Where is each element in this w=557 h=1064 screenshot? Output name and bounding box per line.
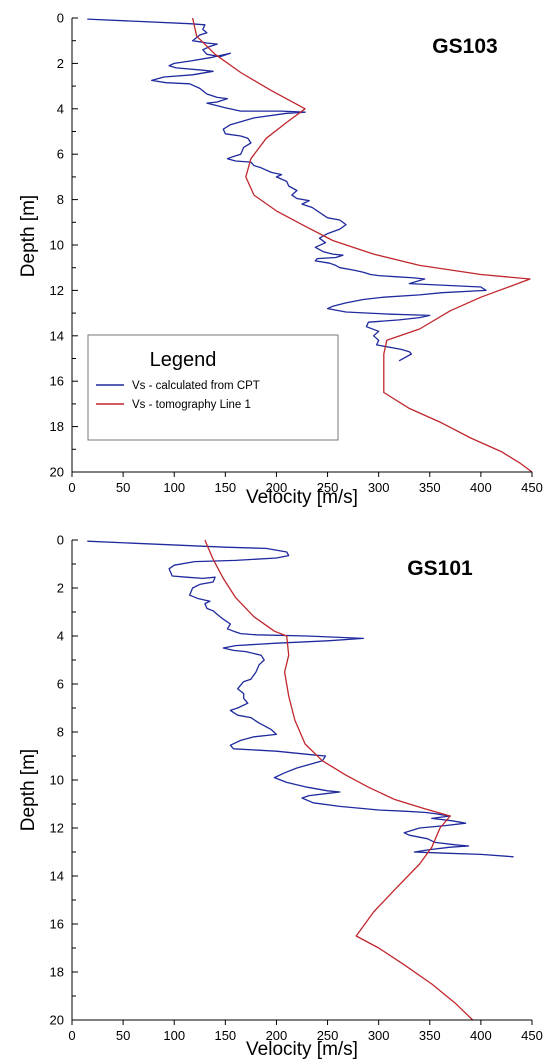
- y-tick-label: 2: [57, 581, 64, 596]
- y-tick-label: 18: [50, 419, 64, 434]
- y-tick-label: 12: [50, 283, 64, 298]
- y-axis-title: Depth [m]: [18, 749, 39, 831]
- legend-box: [87, 334, 339, 441]
- y-tick-label: 14: [50, 328, 64, 343]
- y-tick-label: 0: [57, 533, 64, 548]
- x-tick-label: 400: [470, 480, 492, 495]
- series-layer: [87, 17, 533, 473]
- series-line-cpt: [87, 540, 514, 858]
- y-tick-label: 8: [57, 192, 64, 207]
- x-tick-label: 200: [266, 1028, 288, 1043]
- y-tick-label: 10: [50, 773, 64, 788]
- y-tick-label: 16: [50, 917, 64, 932]
- y-tick-label: 6: [57, 677, 64, 692]
- x-tick-label: 100: [163, 480, 185, 495]
- x-tick-label: 200: [266, 480, 288, 495]
- x-tick-label: 300: [368, 480, 390, 495]
- x-axis-title: Velocity [m/s]: [246, 487, 358, 508]
- y-tick-label: 8: [57, 725, 64, 740]
- x-tick-label: 450: [521, 1028, 543, 1043]
- y-tick-label: 0: [57, 11, 64, 26]
- series-line-cpt: [87, 18, 487, 362]
- x-tick-label: 0: [68, 1028, 75, 1043]
- y-axis-title: Depth [m]: [18, 195, 39, 277]
- y-tick-label: 20: [50, 465, 64, 480]
- x-tick-label: 100: [163, 1028, 185, 1043]
- legend-entry-cpt: Vs - calculated from CPT: [132, 380, 260, 392]
- x-tick-label: 350: [419, 480, 441, 495]
- y-tick-label: 6: [57, 147, 64, 162]
- x-tick-label: 400: [470, 1028, 492, 1043]
- y-tick-label: 4: [57, 629, 64, 644]
- y-tick-label: 4: [57, 101, 64, 116]
- y-tick-label: 14: [50, 869, 64, 884]
- y-tick-label: 2: [57, 56, 64, 71]
- y-tick-label: 20: [50, 1013, 64, 1028]
- x-tick-label: 450: [521, 480, 543, 495]
- y-tick-label: 18: [50, 965, 64, 980]
- chart-title: GS101: [407, 557, 473, 580]
- series-line-tomography: [204, 539, 474, 1021]
- y-tick-label: 16: [50, 374, 64, 389]
- x-tick-label: 350: [419, 1028, 441, 1043]
- x-tick-label: 250: [317, 1028, 339, 1043]
- x-tick-label: 150: [214, 480, 236, 495]
- legend-title: Legend: [150, 349, 217, 371]
- x-tick-label: 0: [68, 480, 75, 495]
- legend: Legend Vs - calculated from CPT Vs - tom…: [87, 334, 339, 441]
- y-tick-label: 12: [50, 821, 64, 836]
- x-tick-label: 50: [116, 480, 130, 495]
- x-tick-label: 300: [368, 1028, 390, 1043]
- y-tick-label: 10: [50, 238, 64, 253]
- x-tick-label: 250: [317, 480, 339, 495]
- legend-entry-tomography: Vs - tomography Line 1: [132, 399, 251, 411]
- series-layer: [87, 539, 514, 1021]
- chart-title: GS103: [432, 35, 497, 58]
- series-line-tomography: [191, 17, 533, 473]
- x-tick-label: 50: [116, 1028, 130, 1043]
- x-tick-label: 150: [214, 1028, 236, 1043]
- x-axis-title: Velocity [m/s]: [246, 1039, 358, 1060]
